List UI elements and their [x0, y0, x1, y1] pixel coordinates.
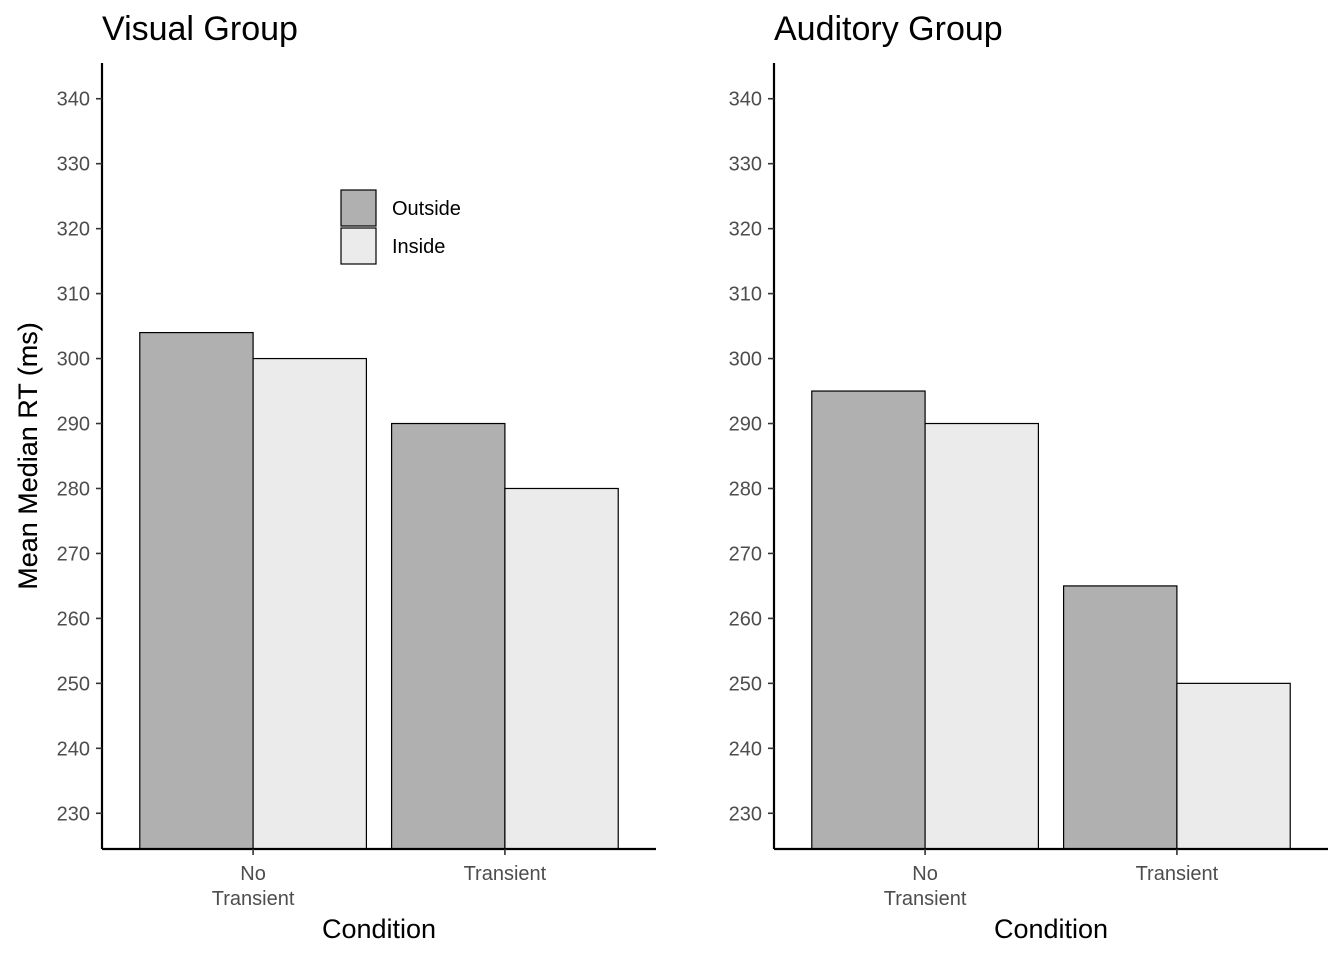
y-tick-label: 340	[729, 89, 762, 111]
y-tick-label: 230	[729, 803, 762, 825]
y-tick-label: 290	[729, 414, 762, 436]
bar-outside-0	[140, 333, 253, 849]
legend-key-outside	[341, 190, 376, 226]
x-tick-label: Transient	[464, 863, 547, 885]
y-tick-label: 270	[729, 543, 762, 565]
y-tick-label: 240	[57, 738, 90, 760]
x-tick-label: No	[912, 863, 938, 885]
x-axis-title: Condition	[322, 914, 436, 944]
y-tick-label: 240	[729, 738, 762, 760]
y-tick-label: 230	[57, 803, 90, 825]
y-tick-label: 330	[729, 154, 762, 176]
panel-title: Visual Group	[102, 10, 298, 48]
panel-title: Auditory Group	[774, 10, 1003, 48]
legend-key-inside	[341, 228, 376, 264]
y-tick-label: 250	[57, 673, 90, 695]
y-tick-label: 290	[57, 414, 90, 436]
y-tick-label: 250	[729, 673, 762, 695]
y-tick-label: 310	[729, 284, 762, 306]
y-tick-label: 310	[57, 284, 90, 306]
x-tick-label: Transient	[1136, 863, 1219, 885]
legend-label: Inside	[392, 236, 445, 258]
y-tick-label: 280	[57, 478, 90, 500]
y-tick-label: 340	[57, 89, 90, 111]
bar-inside-1	[505, 488, 618, 849]
bar-outside-1	[392, 424, 505, 849]
bar-outside-0	[812, 391, 925, 849]
y-tick-label: 260	[729, 608, 762, 630]
bar-outside-1	[1064, 586, 1177, 849]
legend: Outside Inside	[341, 190, 461, 264]
y-tick-label: 270	[57, 543, 90, 565]
bar-inside-1	[1177, 683, 1290, 849]
x-tick-label: Transient	[884, 888, 967, 910]
y-tick-label: 320	[729, 219, 762, 241]
y-tick-label: 300	[729, 349, 762, 371]
x-tick-label: Transient	[212, 888, 295, 910]
y-tick-label: 260	[57, 608, 90, 630]
y-axis-title: Mean Median RT (ms)	[13, 322, 43, 590]
y-tick-label: 280	[729, 478, 762, 500]
bar-inside-0	[925, 424, 1038, 849]
y-tick-label: 320	[57, 219, 90, 241]
panel-0: Visual Group 230 240 250 260 270 280 290 300 310 3…	[13, 10, 656, 944]
y-tick-label: 300	[57, 349, 90, 371]
x-axis-title: Condition	[994, 914, 1108, 944]
bar-inside-0	[253, 359, 366, 849]
x-tick-label: No	[240, 863, 266, 885]
y-tick-label: 330	[57, 154, 90, 176]
legend-label: Outside	[392, 198, 461, 220]
